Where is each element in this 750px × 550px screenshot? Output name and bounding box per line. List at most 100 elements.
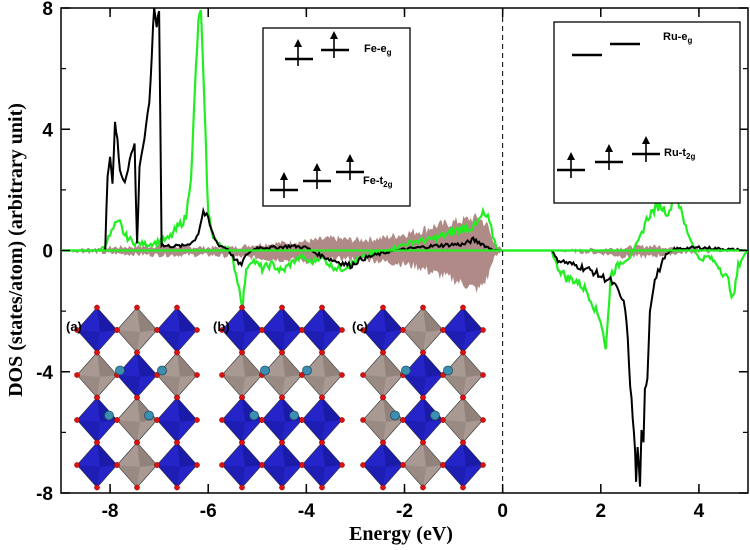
oxygen-atom — [279, 304, 285, 311]
oxygen-atom — [380, 304, 386, 311]
oxygen-atom — [440, 327, 446, 333]
octahedron-facet — [423, 442, 443, 467]
octahedron-facet — [302, 375, 325, 398]
fe-level-diagram: Fe-eg Fe-t2g — [262, 27, 411, 207]
oxygen-atom — [154, 327, 160, 333]
octahedron-facet — [157, 330, 180, 353]
octahedron-facet — [77, 465, 100, 488]
oxygen-atom — [460, 349, 466, 356]
oxygen-atom — [239, 304, 245, 311]
octahedron-facet — [117, 330, 140, 353]
oxygen-atom — [194, 417, 200, 423]
oxygen-atom — [480, 462, 486, 468]
octahedron-facet — [177, 307, 197, 332]
series-fe-line — [61, 9, 748, 350]
oxygen-atom — [219, 372, 225, 378]
oxygen-atom — [134, 394, 140, 401]
fe-t2g-arrows — [280, 154, 354, 198]
octahedron-facet — [403, 375, 426, 398]
oxygen-atom — [154, 417, 160, 423]
oxygen-atom — [94, 394, 100, 401]
octahedron-facet — [157, 375, 180, 398]
oxygen-atom — [420, 484, 426, 491]
oxygen-atom — [134, 484, 140, 491]
ru-level-diagram: Ru-eg Ru-t2g — [553, 21, 741, 204]
fe-t2g-arrowhead-1 — [280, 172, 288, 180]
octahedron-facet — [262, 420, 285, 443]
octahedron-facet — [383, 352, 403, 377]
oxygen-atom — [134, 349, 140, 356]
cation-atom — [104, 410, 114, 421]
structure-panel-c — [360, 304, 486, 491]
x-tick-label: 0 — [497, 501, 508, 522]
octahedron-facet — [363, 330, 386, 353]
oxygen-atom — [174, 484, 180, 491]
fe-level-box — [262, 27, 411, 207]
octahedron-facet — [117, 465, 140, 488]
octahedron-facet — [302, 420, 325, 443]
octahedron-facet — [322, 307, 342, 332]
octahedron-facet — [403, 420, 426, 443]
oxygen-atom — [460, 394, 466, 401]
octahedron-facet — [222, 420, 245, 443]
oxygen-atom — [360, 462, 366, 468]
octahedron-facet — [443, 375, 466, 398]
octahedron-facet — [443, 330, 466, 353]
x-axis-title: Energy (eV) — [349, 523, 453, 545]
octahedron-facet — [443, 465, 466, 488]
oxygen-atom — [94, 304, 100, 311]
octahedron-facet — [403, 330, 426, 353]
octahedron-facet — [137, 352, 157, 377]
oxygen-atom — [74, 462, 80, 468]
oxygen-atom — [460, 439, 466, 446]
octahedron-facet — [262, 465, 285, 488]
oxygen-atom — [279, 394, 285, 401]
ru-t2g-arrows — [567, 136, 650, 178]
x-tick-label: 4 — [694, 501, 705, 522]
octahedron-facet — [463, 352, 483, 377]
octahedron-facet — [322, 442, 342, 467]
oxygen-atom — [74, 327, 80, 333]
oxygen-atom — [380, 484, 386, 491]
fe-eg-arrowhead-1 — [294, 39, 302, 47]
octahedron-facet — [423, 307, 443, 332]
oxygen-atom — [299, 417, 305, 423]
oxygen-atom — [339, 372, 345, 378]
octahedron-facet — [242, 442, 262, 467]
oxygen-atom — [319, 484, 325, 491]
oxygen-atom — [239, 394, 245, 401]
octahedron-facet — [97, 307, 117, 332]
structure-panel-b — [219, 304, 345, 491]
cation-atom — [401, 365, 411, 376]
x-tick-label: -6 — [200, 501, 217, 522]
y-axis-title: DOS (states/atom) (arbitrary unit) — [5, 103, 27, 397]
oxygen-atom — [114, 462, 120, 468]
octahedron-facet — [157, 420, 180, 443]
y-tick-label: 8 — [42, 0, 53, 20]
oxygen-atom — [380, 349, 386, 356]
oxygen-atom — [420, 349, 426, 356]
octahedron-facet — [463, 307, 483, 332]
octahedron-facet — [97, 442, 117, 467]
oxygen-atom — [259, 327, 265, 333]
cation-atom — [144, 410, 154, 421]
oxygen-atom — [339, 462, 345, 468]
oxygen-atom — [174, 439, 180, 446]
oxygen-atom — [460, 484, 466, 491]
oxygen-atom — [420, 394, 426, 401]
oxygen-atom — [194, 462, 200, 468]
octahedron-facet — [363, 465, 386, 488]
series-ru-down-area — [61, 249, 748, 294]
oxygen-atom — [360, 327, 366, 333]
octahedron-facet — [282, 442, 302, 467]
y-tick-label: -4 — [36, 363, 53, 384]
oxygen-atom — [360, 372, 366, 378]
fe-t2g-arrowhead-3 — [346, 154, 354, 162]
octahedron-facet — [383, 307, 403, 332]
octahedron-facet — [117, 375, 140, 398]
fe-eg-label: Fe-eg — [364, 43, 392, 57]
octahedron-facet — [242, 307, 262, 332]
oxygen-atom — [94, 349, 100, 356]
cation-atom — [302, 365, 312, 376]
